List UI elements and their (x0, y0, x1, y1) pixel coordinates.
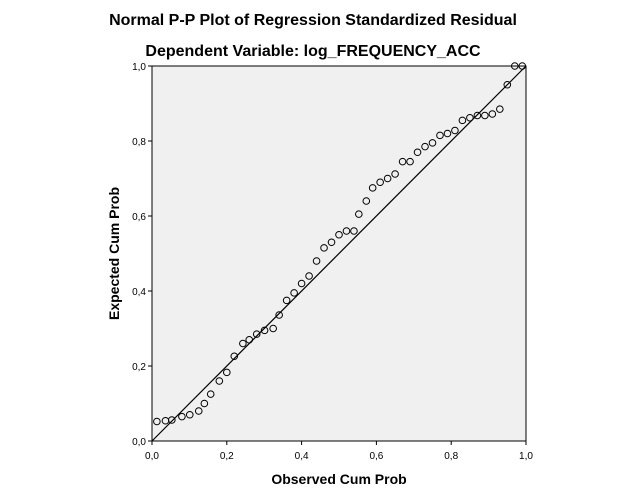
chart-title: Normal P-P Plot of Regression Standardiz… (109, 12, 517, 29)
data-point (376, 178, 384, 187)
data-point (413, 148, 422, 157)
data-point (473, 111, 482, 120)
y-axis-label: Expected Cum Prob (106, 187, 122, 320)
data-point (428, 139, 437, 147)
x-tick-label: 0,4 (295, 451, 309, 462)
data-point (153, 417, 161, 426)
data-point (194, 407, 203, 415)
data-point (383, 174, 392, 183)
x-tick-label: 0,6 (369, 451, 383, 462)
y-tick-label: 0,6 (132, 212, 146, 223)
y-tick-label: 0,4 (132, 287, 146, 298)
x-tick-label: 0,0 (145, 451, 159, 462)
data-point (245, 335, 254, 344)
data-point (518, 62, 527, 70)
data-point (496, 105, 504, 113)
data-point (320, 244, 328, 252)
data-point (406, 157, 414, 166)
data-point (290, 289, 298, 297)
data-point (466, 113, 474, 122)
data-point (200, 399, 209, 408)
data-point (185, 410, 194, 419)
data-point (398, 157, 407, 166)
y-tick-label: 0,0 (132, 437, 146, 448)
data-point (239, 339, 247, 348)
data-point (362, 197, 371, 205)
data-point (488, 110, 497, 118)
data-point (282, 296, 291, 305)
data-point (206, 390, 215, 398)
data-point (335, 230, 343, 239)
x-tick-label: 1,0 (519, 451, 533, 462)
data-point (342, 227, 351, 235)
data-point (223, 368, 231, 377)
y-tick-label: 0,2 (132, 362, 146, 373)
chart-subtitle: Dependent Variable: log_FREQUENCY_ACC (145, 43, 481, 60)
x-axis-ticks: 0,0 0,2 0,4 0,6 0,8 1,0 (145, 441, 533, 462)
data-point (178, 412, 186, 421)
data-point (230, 352, 239, 361)
data-point (458, 116, 467, 125)
data-point (503, 80, 512, 89)
data-point (275, 311, 283, 319)
x-tick-label: 0,8 (444, 451, 458, 462)
x-tick-label: 0,2 (220, 451, 234, 462)
data-point (436, 131, 444, 140)
data-point (252, 330, 261, 338)
data-point (368, 184, 377, 192)
data-point (391, 170, 399, 178)
y-axis-ticks: 0,0 0,2 0,4 0,6 0,8 1,0 (132, 62, 152, 448)
data-point (260, 326, 269, 335)
data-point (215, 377, 224, 385)
data-point (269, 324, 277, 333)
data-point (305, 272, 313, 280)
data-point (510, 62, 519, 70)
data-point (481, 111, 489, 120)
data-point (312, 257, 321, 265)
data-point (443, 129, 452, 138)
data-points (153, 62, 527, 426)
data-point (168, 416, 176, 424)
y-tick-label: 0,8 (132, 137, 146, 148)
data-point (355, 210, 363, 218)
data-point (297, 279, 306, 288)
data-point (327, 238, 336, 247)
y-tick-label: 1,0 (132, 62, 146, 73)
data-point (451, 126, 459, 135)
reference-line (151, 65, 527, 442)
data-point (350, 227, 358, 235)
data-point (421, 142, 429, 151)
x-axis-label: Observed Cum Prob (271, 471, 406, 487)
